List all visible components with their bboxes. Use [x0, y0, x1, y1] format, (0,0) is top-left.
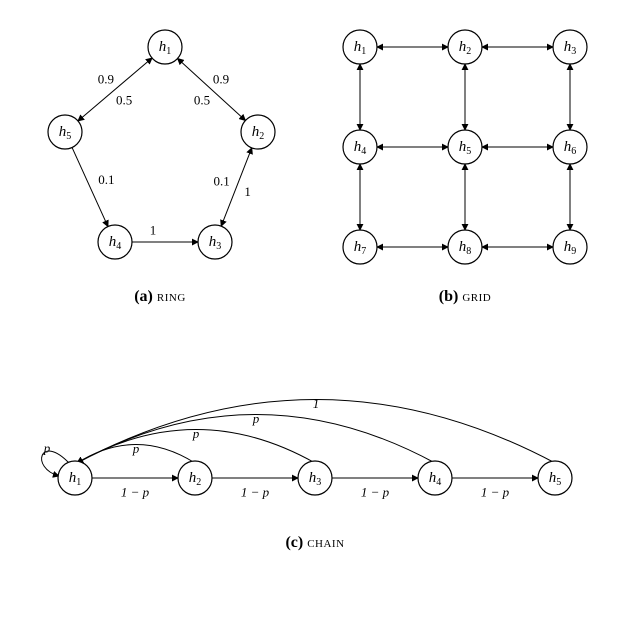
- node-h3: h3: [298, 461, 332, 495]
- caption-grid-text: grid: [462, 288, 491, 305]
- edge-label: 0.9: [98, 71, 114, 86]
- node-h1: h1: [58, 461, 92, 495]
- node-h4: h4: [343, 130, 377, 164]
- arc-label: p: [252, 411, 260, 426]
- node-h9: h9: [553, 230, 587, 264]
- node-h4: h4: [98, 225, 132, 259]
- edge-label: 1 − p: [241, 485, 270, 500]
- edge-label: 0.9: [213, 72, 229, 87]
- edge-label: 1 − p: [361, 485, 390, 500]
- edge-label: 1: [150, 223, 157, 238]
- node-h3: h3: [198, 225, 232, 259]
- node-h6: h6: [553, 130, 587, 164]
- caption-chain: (c) chain: [285, 534, 344, 552]
- node-h1: h1: [148, 30, 182, 64]
- edge-label: 1 − p: [121, 485, 150, 500]
- grid-svg: h1 h2 h3 h4 h5 h6 h7 h8 h9: [310, 12, 620, 282]
- node-h8: h8: [448, 230, 482, 264]
- node-h7: h7: [343, 230, 377, 264]
- panel-chain: p p p 1 p 1 − p 1 − p 1 − p 1 − p h1 h2 h3 h4 h5 (c) …: [10, 318, 620, 552]
- node-h2: h2: [178, 461, 212, 495]
- edge-label: 0.5: [194, 92, 210, 107]
- arc-label: 1: [313, 396, 320, 411]
- caption-ring-text: ring: [157, 288, 186, 305]
- caption-ring: (a) ring: [134, 288, 186, 306]
- chain-svg: p p p 1 p 1 − p 1 − p 1 − p 1 − p h1 h2 h3 h4 h5: [15, 318, 615, 528]
- arc-label: p: [132, 441, 140, 456]
- caption-grid-letter: (b): [439, 288, 459, 305]
- caption-chain-text: chain: [307, 534, 344, 551]
- edge-label: 1 − p: [481, 485, 510, 500]
- top-row: 0.90.50.90.50.110.11h1h2h3h4h5 (a) ring …: [10, 12, 630, 306]
- node-h5: h5: [448, 130, 482, 164]
- panel-ring: 0.90.50.90.50.110.11h1h2h3h4h5 (a) ring: [10, 12, 310, 306]
- edge-label: 1: [244, 184, 251, 199]
- caption-ring-letter: (a): [134, 288, 153, 305]
- arc-label: p: [192, 426, 200, 441]
- node-h2: h2: [241, 115, 275, 149]
- caption-grid: (b) grid: [439, 288, 491, 306]
- node-h3: h3: [553, 30, 587, 64]
- caption-chain-letter: (c): [285, 534, 303, 551]
- edge-h5-h1: [78, 58, 152, 121]
- edge-h1-h2: [178, 58, 246, 120]
- ring-svg: 0.90.50.90.50.110.11h1h2h3h4h5: [10, 12, 310, 282]
- edge-label: 0.1: [98, 172, 114, 187]
- node-h4: h4: [418, 461, 452, 495]
- edge-label: 0.1: [213, 174, 229, 189]
- panel-grid: h1 h2 h3 h4 h5 h6 h7 h8 h9 (b) grid: [310, 12, 620, 306]
- self-loop-label: p: [43, 441, 51, 456]
- node-h2: h2: [448, 30, 482, 64]
- edge-label: 0.5: [116, 93, 132, 108]
- node-h5: h5: [538, 461, 572, 495]
- node-h1: h1: [343, 30, 377, 64]
- node-h5: h5: [48, 115, 82, 149]
